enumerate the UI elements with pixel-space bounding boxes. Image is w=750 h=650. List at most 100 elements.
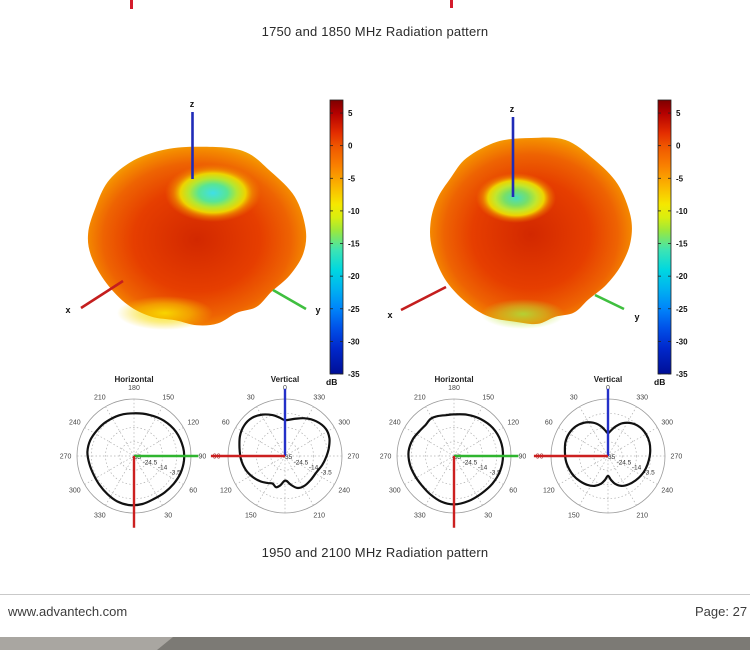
polar-angle-label: 60 — [189, 488, 197, 495]
colorbar-gradient — [657, 99, 672, 375]
polar-plot-horizontal-3: 180 150 120 90 60 30 330 300 270 240 210 -35-24.5-1… — [380, 375, 526, 528]
polar-angle-label: 210 — [414, 394, 426, 401]
polar-angle-label: 0 — [606, 385, 610, 392]
polar-angle-label: 300 — [69, 488, 81, 495]
colorbar-tick-label: -20 — [348, 272, 360, 281]
axis-line-y — [594, 293, 625, 311]
footer-website: www.advantech.com — [8, 604, 128, 619]
polar-radial-label: -3.5 — [321, 470, 333, 477]
polar-angle-label: 270 — [671, 454, 683, 461]
polar-angle-label: 210 — [313, 513, 325, 520]
polar-angle-label: 270 — [348, 454, 360, 461]
polar-radial-label: -14 — [309, 465, 319, 472]
edge-highlight-patch — [481, 299, 565, 329]
polar-radial-label: -35 — [452, 454, 462, 461]
colorbar-tick-label: 5 — [348, 109, 353, 118]
axis-label-x: x — [387, 310, 392, 320]
polar-plot-title: Horizontal — [114, 375, 153, 384]
bottom-accent-bar-light-segment — [0, 637, 173, 650]
polar-angle-label: 300 — [389, 488, 401, 495]
polar-angle-label: 30 — [247, 394, 255, 401]
polar-radial-label: -24.5 — [293, 459, 308, 466]
radiation-3d-plot-1: z x y — [65, 99, 321, 330]
pattern-curve — [407, 413, 505, 506]
figure-title-top: 1750 and 1850 MHz Radiation pattern — [261, 24, 489, 39]
clipped-heading-mark-left — [130, 0, 133, 9]
bottom-accent-bar — [0, 637, 750, 650]
polar-angle-label: 60 — [222, 419, 230, 426]
pattern-null-dimple — [165, 164, 261, 222]
polar-angle-label: 240 — [389, 419, 401, 426]
colorbar-tick-label: -20 — [676, 272, 688, 281]
polar-angle-label: 210 — [94, 394, 106, 401]
polar-angle-label: 120 — [220, 488, 232, 495]
axis-label-z: z — [190, 99, 195, 109]
polar-angle-label: 330 — [94, 513, 106, 520]
polar-angle-label: 210 — [636, 513, 648, 520]
colorbar-tick-label: -35 — [676, 370, 688, 379]
polar-angle-label: 120 — [507, 419, 519, 426]
polar-angle-label: 270 — [60, 454, 72, 461]
clipped-heading-mark-right — [450, 0, 453, 8]
polar-angle-label: 240 — [338, 488, 350, 495]
pattern-curve — [86, 412, 186, 507]
colorbar-tick-label: -5 — [676, 174, 684, 183]
polar-radial-label: -24.5 — [462, 459, 477, 466]
polar-angle-label: 120 — [543, 488, 555, 495]
polar-angle-label: 0 — [283, 385, 287, 392]
axis-line-y — [272, 288, 307, 311]
polar-radial-label: -3.5 — [170, 470, 182, 477]
polar-radial-label: -3.5 — [644, 470, 656, 477]
colorbar-unit-label: dB — [654, 377, 665, 387]
polar-plot-title: Vertical — [594, 375, 622, 384]
polar-angle-label: 30 — [570, 394, 578, 401]
polar-plot-vertical-4: 0330300270240210150120906030-35-24.5-14-… — [533, 375, 683, 520]
axis-label-x: x — [65, 305, 70, 315]
polar-angle-label: 180 — [128, 385, 140, 392]
colorbar-1: 5 0 -5 -10 -15 -20 -25 -30 -35 dB — [326, 99, 360, 387]
colorbar-tick-label: -10 — [348, 207, 360, 216]
axis-label-y: y — [315, 305, 320, 315]
colorbar-tick-label: -35 — [348, 370, 360, 379]
polar-angle-label: 150 — [568, 513, 580, 520]
colorbar-gradient — [329, 99, 344, 375]
colorbar-tick-label: -15 — [676, 240, 688, 249]
colorbar-tick-label: -10 — [676, 207, 688, 216]
figure-caption-bottom: 1950 and 2100 MHz Radiation pattern — [261, 545, 489, 560]
polar-plot-title: Vertical — [271, 375, 299, 384]
polar-angle-label: 60 — [545, 419, 553, 426]
colorbar-tick-label: -30 — [676, 337, 688, 346]
polar-plot-title: Horizontal — [434, 375, 473, 384]
polar-angle-label: 240 — [661, 488, 673, 495]
polar-angle-label: 180 — [448, 385, 460, 392]
polar-angle-label: 240 — [69, 419, 81, 426]
polar-radial-label: -14 — [632, 465, 642, 472]
polar-radial-label: -3.5 — [490, 470, 502, 477]
polar-plot-horizontal-1: 180 150 120 90 60 30 330 300 270 240 210 -35-24.5-1… — [60, 375, 207, 528]
polar-angle-label: 330 — [636, 394, 648, 401]
radiation-3d-plot-2: z x y — [387, 104, 640, 329]
polar-radial-label: -35 — [283, 454, 293, 461]
polar-angle-label: 150 — [162, 394, 174, 401]
colorbar-tick-label: -25 — [348, 305, 360, 314]
colorbar-unit-label: dB — [326, 377, 337, 387]
pattern-curve — [238, 413, 331, 490]
colorbar-tick-label: 5 — [676, 109, 681, 118]
axis-line-x — [400, 285, 447, 312]
axis-label-z: z — [510, 104, 515, 114]
pattern-curve — [563, 421, 652, 488]
polar-radial-label: -35 — [606, 454, 616, 461]
polar-angle-label: 30 — [164, 513, 172, 520]
colorbar-tick-label: -15 — [348, 240, 360, 249]
polar-radial-label: -14 — [158, 465, 168, 472]
polar-angle-label: 300 — [338, 419, 350, 426]
edge-highlight-patch — [117, 296, 213, 330]
colorbar-tick-label: 0 — [676, 142, 681, 151]
polar-angle-label: 30 — [484, 513, 492, 520]
polar-angle-label: 330 — [414, 513, 426, 520]
polar-angle-label: 90 — [199, 454, 207, 461]
polar-radial-label: -35 — [132, 454, 142, 461]
polar-angle-label: 300 — [661, 419, 673, 426]
